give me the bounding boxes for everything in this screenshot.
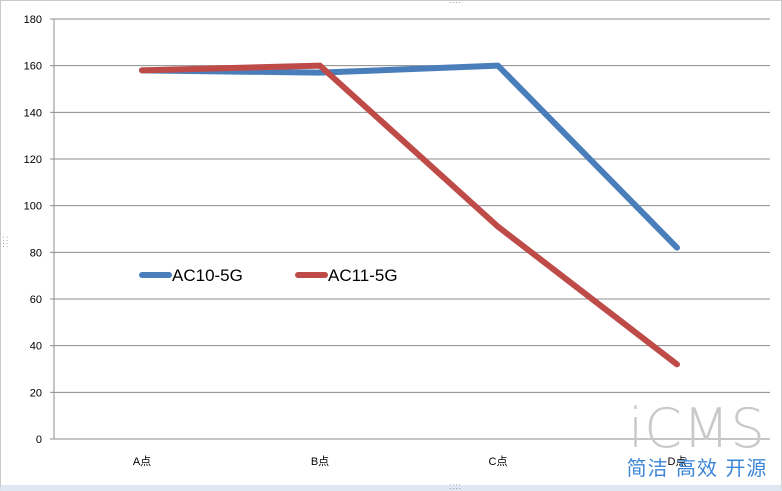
series-line-AC10-5G	[139, 62, 680, 251]
y-tick-label: 160	[24, 61, 42, 73]
series-line-AC11-5G	[139, 62, 680, 368]
y-tick-label: 40	[30, 341, 42, 353]
y-tick-label: 60	[30, 294, 42, 306]
x-category-label: C点	[489, 455, 508, 468]
legend-label-AC11-5G: AC11-5G	[328, 266, 398, 285]
x-category-label: A点	[133, 455, 151, 468]
y-tick-label: 100	[24, 201, 42, 213]
legend: AC10-5G AC11-5G	[139, 266, 398, 285]
left-resize-handle[interactable]: ::::	[1, 236, 10, 249]
bottom-resize-handle[interactable]: ::::	[449, 482, 462, 491]
axes: 0 20 40 60 80 100 120 140 160 180 A点 B点 C点 D点	[24, 14, 770, 468]
gridlines	[54, 18, 770, 393]
x-category-label: B点	[311, 455, 329, 468]
legend-label-AC10-5G: AC10-5G	[172, 266, 243, 285]
y-tick-label: 120	[24, 154, 42, 166]
top-resize-handle[interactable]: ::::	[449, 0, 462, 5]
y-tick-label: 180	[24, 14, 42, 26]
x-category-label: D点	[668, 455, 687, 468]
y-tick-label: 0	[36, 434, 42, 446]
y-tick-label: 140	[24, 107, 42, 119]
y-tick-label: 20	[30, 387, 42, 399]
y-tick-label: 80	[30, 247, 42, 259]
series-lines	[139, 62, 680, 368]
